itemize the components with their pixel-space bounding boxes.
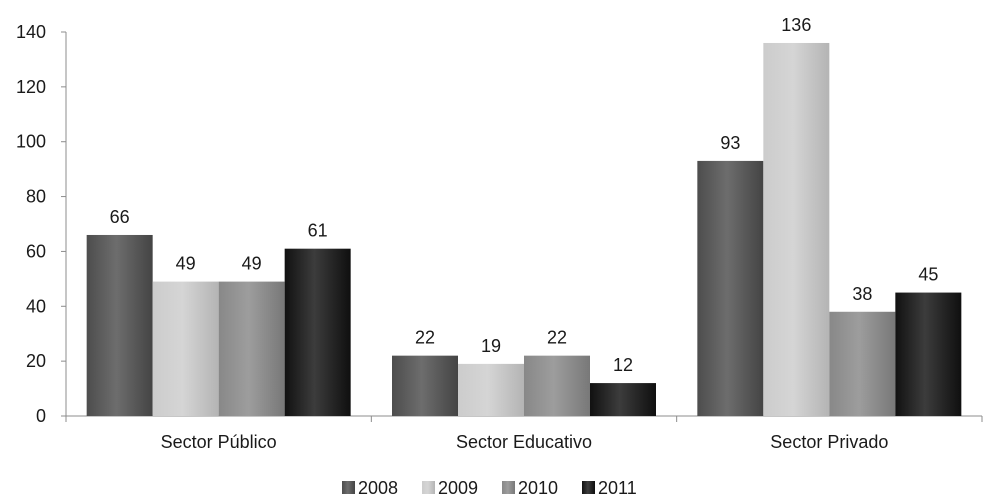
bar-2011-2: [895, 292, 962, 416]
bar-2011-1: [590, 383, 656, 416]
legend-label: 2011: [598, 478, 637, 498]
bar-2009-0: [152, 281, 219, 416]
data-label: 22: [547, 328, 567, 348]
bar-2010-0: [218, 281, 285, 416]
data-label: 49: [242, 254, 262, 274]
legend-swatch-2011: [582, 481, 595, 494]
data-label: 93: [720, 133, 740, 153]
y-tick-label: 120: [16, 77, 46, 97]
legend-label: 2008: [358, 478, 398, 498]
data-label: 38: [852, 284, 872, 304]
legend-swatch-2009: [422, 481, 435, 494]
bars: [86, 42, 962, 416]
bar-2009-2: [763, 42, 830, 416]
x-axis: Sector Público Sector Educativo Sector Pri…: [65, 415, 983, 452]
x-category-label: Sector Público: [161, 432, 277, 452]
y-tick-label: 140: [16, 22, 46, 42]
data-label: 19: [481, 336, 501, 356]
data-label: 22: [415, 328, 435, 348]
bar-2008-2: [697, 160, 764, 416]
data-label: 45: [918, 265, 938, 285]
data-label: 49: [176, 254, 196, 274]
data-labels: 66 49 49 61 22 19 22 12 93 136 38 45: [110, 15, 939, 375]
data-label: 12: [613, 355, 633, 375]
y-tick-label: 0: [36, 406, 46, 426]
bar-2008-1: [392, 355, 458, 416]
legend-label: 2009: [438, 478, 478, 498]
y-axis: 0 20 40 60 80 100 120 140: [16, 22, 67, 426]
bar-2010-2: [829, 311, 896, 416]
legend-label: 2010: [518, 478, 558, 498]
y-tick-label: 80: [26, 187, 46, 207]
y-tick-label: 40: [26, 296, 46, 316]
legend-swatch-2010: [502, 481, 515, 494]
data-label: 61: [308, 221, 328, 241]
bar-2008-0: [86, 234, 153, 416]
bar-2011-0: [284, 248, 351, 416]
data-label: 136: [781, 15, 811, 35]
y-tick-label: 20: [26, 351, 46, 371]
y-tick-label: 60: [26, 241, 46, 261]
y-tick-label: 100: [16, 132, 46, 152]
x-category-label: Sector Educativo: [456, 432, 592, 452]
data-label: 66: [110, 207, 130, 227]
x-category-label: Sector Privado: [770, 432, 888, 452]
legend: 2008 2009 2010 2011: [342, 478, 637, 498]
bar-2009-1: [458, 363, 524, 416]
legend-swatch-2008: [342, 481, 355, 494]
bar-2010-1: [524, 355, 590, 416]
